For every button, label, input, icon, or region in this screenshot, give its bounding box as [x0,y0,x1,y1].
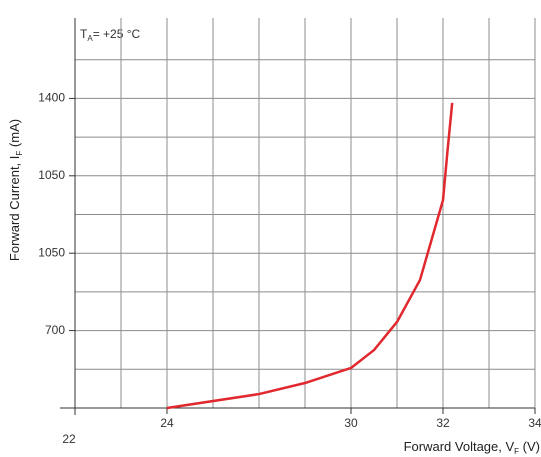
x-tick-label: 30 [344,416,358,430]
x-title-text: Forward Voltage, V [404,439,515,454]
y-tick-label: 1050 [38,245,65,259]
y-tick-label: 1050 [38,168,65,182]
y-axis-title: Forward Current, IF (mA) [7,119,24,261]
x-tick-label: 34 [528,416,541,430]
x-title-end: (V) [519,439,540,454]
data-line [166,102,454,410]
annotation-end: = +25 °C [93,27,141,41]
x-tick-label: 24 [160,416,174,430]
x-tick-label: 22 [62,432,76,446]
y-title-sub: F [15,151,24,156]
x-title-sub: F [514,447,519,456]
annotation: TA= +25 °C [80,27,141,43]
y-tick-label: 700 [45,323,65,337]
annotation-text: T [80,27,88,41]
y-tick-label: 1400 [38,91,65,105]
x-axis-title: Forward Voltage, VF (V) [404,439,540,456]
x-tick-label: 32 [436,416,450,430]
y-title-text: Forward Current, I [7,156,22,261]
y-title-end: (mA) [7,119,22,151]
annotation-sub: A [87,34,93,43]
